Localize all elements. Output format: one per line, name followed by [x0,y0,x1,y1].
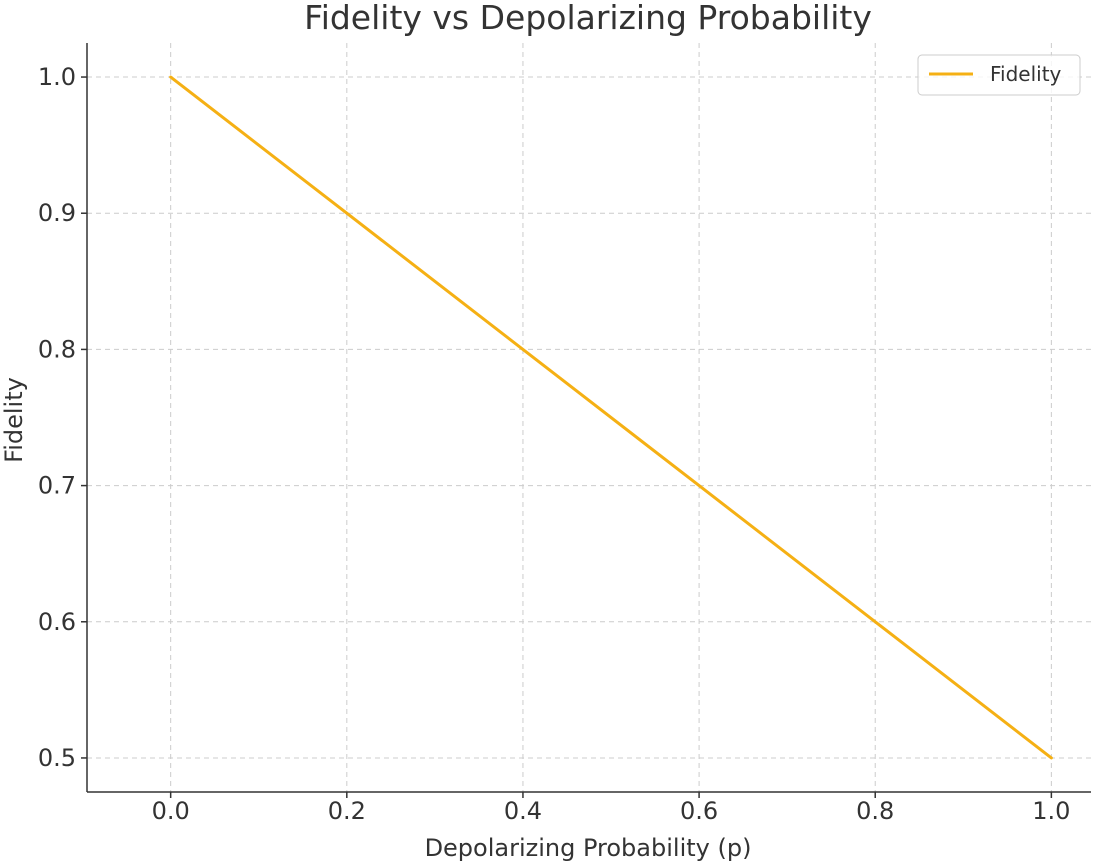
x-axis-label: Depolarizing Probability (p) [425,834,752,862]
x-tick-label: 1.0 [1032,797,1070,825]
series-line-fidelity [169,75,1053,760]
y-tick-label: 0.8 [38,335,76,363]
y-ticks: 0.5 0.6 0.7 0.8 0.9 1.0 [38,63,87,772]
axes [86,43,1091,793]
x-tick-label: 0.8 [856,797,894,825]
y-tick-label: 0.6 [38,608,76,636]
y-tick-label: 0.9 [38,199,76,227]
legend-label-fidelity: Fidelity [990,62,1062,86]
y-tick-label: 1.0 [38,63,76,91]
y-tick-label: 0.5 [38,744,76,772]
legend: Fidelity [917,54,1081,96]
grid [87,43,1091,792]
series-layer [169,75,1053,760]
x-tick-label: 0.6 [680,797,718,825]
y-axis-label: Fidelity [0,377,28,463]
chart-title: Fidelity vs Depolarizing Probability [304,0,872,37]
y-tick-label: 0.7 [38,472,76,500]
legend-box [917,54,1081,96]
x-tick-label: 0.4 [504,797,542,825]
x-tick-label: 0.0 [152,797,190,825]
x-ticks: 0.0 0.2 0.4 0.6 0.8 1.0 [152,792,1070,825]
x-tick-label: 0.2 [328,797,366,825]
